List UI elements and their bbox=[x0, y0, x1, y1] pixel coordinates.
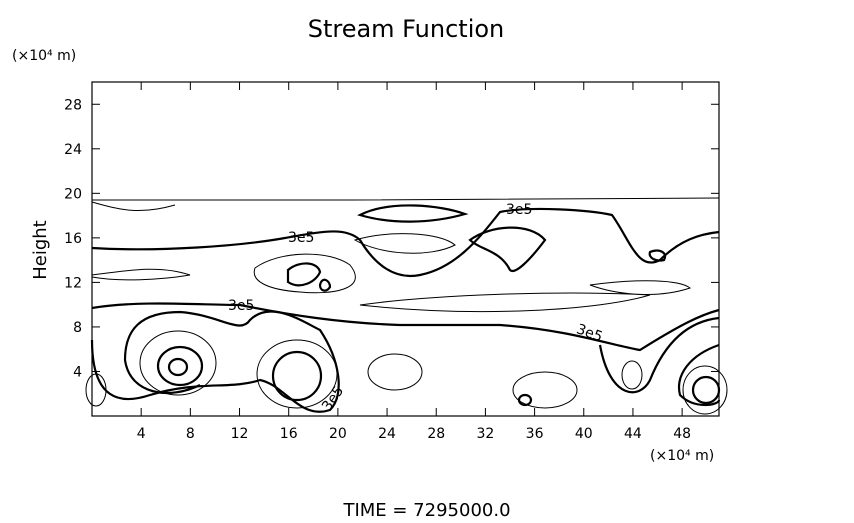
chart-title: Stream Function bbox=[308, 15, 505, 43]
x-tick-label: 28 bbox=[427, 426, 445, 442]
y-unit: (×10⁴ m) bbox=[12, 48, 76, 64]
x-unit: (×10⁴ m) bbox=[650, 448, 714, 464]
y-tick-label: 24 bbox=[64, 142, 82, 158]
x-tick-label: 12 bbox=[231, 426, 249, 442]
footer: TIME = 7295000.0 bbox=[342, 500, 510, 519]
contour-label: 3e5 bbox=[319, 383, 347, 414]
y-tick-label: 16 bbox=[64, 231, 82, 247]
x-tick-label: 8 bbox=[186, 426, 195, 442]
plot-frame bbox=[91, 81, 720, 417]
x-tick-label: 48 bbox=[673, 426, 691, 442]
x-tick-label: 40 bbox=[575, 426, 593, 442]
contours bbox=[85, 197, 728, 415]
contour-label: 3e5 bbox=[288, 230, 314, 246]
x-tick-label: 20 bbox=[329, 426, 347, 442]
y-tick-label: 28 bbox=[64, 97, 82, 113]
x-tick-label: 24 bbox=[378, 426, 396, 442]
x-tick-label: 4 bbox=[137, 426, 146, 442]
y-tick-label: 12 bbox=[64, 275, 82, 291]
x-tick-label: 44 bbox=[624, 426, 642, 442]
contour-label: 3e5 bbox=[228, 298, 254, 314]
x-tick-label: 32 bbox=[476, 426, 494, 442]
y-tick-label: 4 bbox=[73, 364, 82, 380]
x-tick-label: 36 bbox=[526, 426, 544, 442]
contour-label: 3e5 bbox=[506, 202, 532, 218]
x-tick-label: 16 bbox=[280, 426, 298, 442]
contour-label: 3e5 bbox=[574, 321, 604, 345]
y-tick-label: 8 bbox=[73, 320, 82, 336]
y-axis-label: Height bbox=[30, 220, 51, 280]
y-tick-label: 20 bbox=[64, 186, 82, 202]
